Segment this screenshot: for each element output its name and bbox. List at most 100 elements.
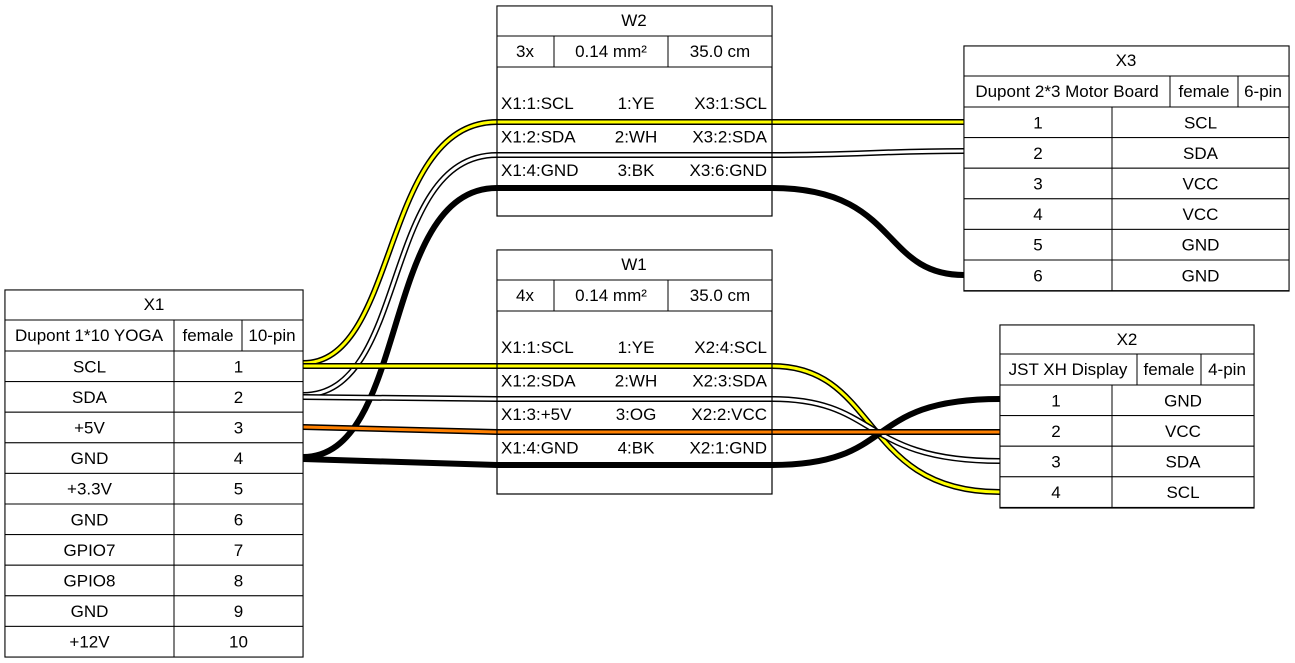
w1-wire-color: 1:YE xyxy=(618,338,655,357)
x2-pin-row: 3 SDA xyxy=(999,445,1255,478)
w2-wire-to: X3:1:SCL xyxy=(694,94,767,113)
x1-pin-label: GPIO7 xyxy=(64,541,116,560)
x1-pin-label: +3.3V xyxy=(67,480,113,499)
x2-gender: female xyxy=(1143,360,1194,379)
x3-pin-number: 4 xyxy=(1033,205,1042,224)
x3-pin-row: 5 GND xyxy=(963,228,1290,261)
x1-pin-row: SCL 1 xyxy=(4,350,304,383)
x1-pin-label: +5V xyxy=(74,419,105,438)
x3-pin-row: 6 GND xyxy=(963,259,1290,292)
cable-w1: W1 4x 0.14 mm² 35.0 cm X1:1:SCL 1:YE X2:4:… xyxy=(496,249,773,495)
w2-wire-row: X1:2:SDA 2:WH X3:2:SDA xyxy=(501,128,768,147)
x1-pin-row: GND 9 xyxy=(4,595,304,627)
x1-pin-row: +12V 10 xyxy=(4,625,304,658)
w2-wire-1-yellow[interactable] xyxy=(302,119,964,366)
x1-pin-label: GND xyxy=(71,510,109,529)
x3-pin-label: VCC xyxy=(1183,175,1219,194)
x1-pin-label: +12V xyxy=(69,633,110,652)
connector-x3: X3 Dupont 2*3 Motor Board female 6-pin 1… xyxy=(963,45,1290,292)
w2-gauge: 0.14 mm² xyxy=(575,42,647,61)
x2-type: JST XH Display xyxy=(1009,360,1128,379)
w2-wire-to: X3:6:GND xyxy=(690,161,767,180)
x3-gender: female xyxy=(1178,82,1229,101)
x1-pin-number: 1 xyxy=(234,357,243,376)
x1-title: X1 xyxy=(144,295,165,314)
x1-pin-label: GND xyxy=(71,602,109,621)
x1-pin-label: GPIO8 xyxy=(64,572,116,591)
x2-pin-number: 2 xyxy=(1051,422,1060,441)
x3-pin-label: GND xyxy=(1182,266,1220,285)
w1-wire-color: 3:OG xyxy=(616,405,657,424)
w2-wire-to: X3:2:SDA xyxy=(692,128,767,147)
w2-count: 3x xyxy=(516,42,534,61)
x3-pin-label: SCL xyxy=(1184,113,1217,132)
x1-pin-row: GND 6 xyxy=(4,503,304,536)
x3-title: X3 xyxy=(1116,51,1137,70)
x2-pin-label: SDA xyxy=(1166,453,1202,472)
x1-pin-row: SDA 2 xyxy=(4,381,304,413)
x2-title: X2 xyxy=(1117,330,1138,349)
x2-pin-label: SCL xyxy=(1166,483,1199,502)
x1-gender: female xyxy=(182,326,233,345)
x3-pin-number: 3 xyxy=(1033,175,1042,194)
x1-pin-number: 8 xyxy=(234,572,243,591)
x1-pin-number: 2 xyxy=(234,388,243,407)
x2-pin-row: 1 GND xyxy=(999,384,1255,417)
x1-type: Dupont 1*10 YOGA xyxy=(15,326,164,345)
w1-length: 35.0 cm xyxy=(690,286,750,305)
x1-pin-label: GND xyxy=(71,449,109,468)
w1-wire-row: X1:4:GND 4:BK X2:1:GND xyxy=(501,439,767,458)
x3-pin-row: 1 SCL xyxy=(963,106,1290,139)
w1-wire-to: X2:4:SCL xyxy=(694,338,767,357)
w1-wire-color: 4:BK xyxy=(618,439,656,458)
w1-title: W1 xyxy=(621,255,647,274)
w2-title: W2 xyxy=(621,11,647,30)
w2-wire-from: X1:1:SCL xyxy=(501,94,574,113)
w1-wire-from: X1:3:+5V xyxy=(501,405,572,424)
w2-wire-from: X1:4:GND xyxy=(501,161,578,180)
x1-pin-number: 10 xyxy=(229,633,248,652)
w2-wire-color: 1:YE xyxy=(618,94,655,113)
w1-wire-from: X1:1:SCL xyxy=(501,338,574,357)
w1-wire-2-white[interactable] xyxy=(302,394,1001,464)
w2-wire-2-white[interactable] xyxy=(302,148,965,398)
connector-x1: X1 Dupont 1*10 YOGA female 10-pin SCL 1 SD… xyxy=(4,289,304,658)
connector-x2: X2 JST XH Display female 4-pin 1 GND 2 VCC 3… xyxy=(999,324,1255,509)
x1-pin-label: SCL xyxy=(73,357,106,376)
x1-pin-number: 6 xyxy=(234,510,243,529)
x3-type: Dupont 2*3 Motor Board xyxy=(975,82,1158,101)
w2-wire-color: 2:WH xyxy=(615,128,658,147)
x2-pin-row: 2 VCC xyxy=(999,415,1255,447)
x3-pin-number: 6 xyxy=(1033,266,1042,285)
w2-wire-row: X1:4:GND 3:BK X3:6:GND xyxy=(501,161,767,180)
w1-count: 4x xyxy=(516,286,534,305)
w2-wire-color: 3:BK xyxy=(618,161,656,180)
w2-wire-from: X1:2:SDA xyxy=(501,128,576,147)
x2-pin-label: VCC xyxy=(1165,422,1201,441)
w2-wire-row: X1:1:SCL 1:YE X3:1:SCL xyxy=(501,94,767,113)
wires xyxy=(302,119,1001,495)
w1-wire-row: X1:2:SDA 2:WH X2:3:SDA xyxy=(501,372,768,391)
x1-pin-number: 7 xyxy=(234,541,243,560)
w1-wire-color: 2:WH xyxy=(615,372,658,391)
w1-gauge: 0.14 mm² xyxy=(575,286,647,305)
x2-pin-number: 1 xyxy=(1051,391,1060,410)
w1-wire-4-black[interactable] xyxy=(302,396,1001,468)
x3-pin-count: 6-pin xyxy=(1244,82,1282,101)
x1-pin-row: +3.3V 5 xyxy=(4,472,304,505)
x1-pin-row: GPIO7 7 xyxy=(4,534,304,566)
w2-wire-3-black[interactable] xyxy=(302,185,965,460)
w2-length: 35.0 cm xyxy=(690,42,750,61)
x2-pin-number: 4 xyxy=(1051,483,1060,502)
x1-pin-number: 4 xyxy=(234,449,243,468)
w1-wire-3-orange[interactable] xyxy=(302,424,1000,435)
w1-wire-1-yellow[interactable] xyxy=(303,363,1001,495)
x1-pin-number: 5 xyxy=(234,480,243,499)
w1-wire-from: X1:4:GND xyxy=(501,439,578,458)
x3-pin-label: VCC xyxy=(1183,205,1219,224)
x1-pin-count: 10-pin xyxy=(248,326,295,345)
w1-wire-from: X1:2:SDA xyxy=(501,372,576,391)
x1-pin-label: SDA xyxy=(72,388,108,407)
x3-pin-row: 4 VCC xyxy=(963,198,1290,230)
